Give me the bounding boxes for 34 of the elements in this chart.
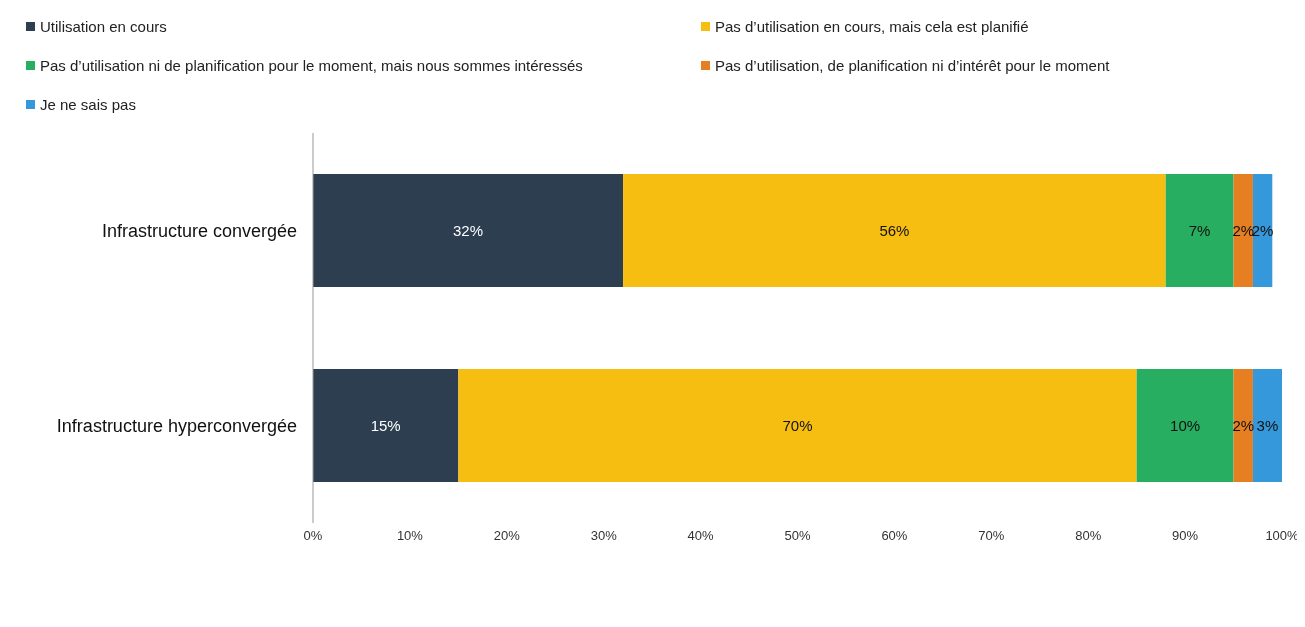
- data-label: 3%: [1256, 416, 1279, 434]
- y-tick-label: Infrastructure convergée: [101, 220, 297, 241]
- x-tick-label: 0%: [303, 528, 323, 544]
- data-label: 56%: [879, 221, 910, 239]
- data-label: 10%: [1170, 416, 1201, 434]
- legend-label: Pas d’utilisation, de planification ni d’intérêt pour le moment: [715, 57, 1110, 74]
- data-label: 15%: [370, 416, 401, 434]
- y-tick-label: Infrastructure hyperconvergée: [56, 415, 297, 436]
- x-tick-label: 40%: [687, 528, 715, 544]
- x-tick-label: 70%: [978, 528, 1005, 544]
- x-tick-label: 60%: [881, 528, 908, 544]
- bar: [623, 173, 1166, 287]
- x-tick-label: 90%: [1172, 528, 1199, 544]
- bar: [458, 368, 1137, 482]
- x-tick-label: 10%: [396, 528, 424, 544]
- bar: [1165, 173, 1234, 287]
- x-tick-label: 20%: [493, 528, 521, 544]
- legend-label: Pas d’utilisation en cours, mais cela est planifié: [715, 18, 1029, 35]
- data-label: 32%: [453, 221, 484, 239]
- data-label: 70%: [782, 416, 813, 434]
- x-tick-label: 30%: [590, 528, 618, 544]
- bar: [1252, 173, 1273, 287]
- legend-label: Utilisation en cours: [40, 18, 167, 35]
- data-label: 7%: [1188, 221, 1211, 239]
- bar: [1252, 368, 1282, 482]
- legend-label: Je ne sais pas: [40, 96, 136, 113]
- bar: [1233, 173, 1253, 287]
- bar: [313, 368, 459, 482]
- x-tick-label: 50%: [784, 528, 811, 544]
- legend-label: Pas d’utilisation ni de planification pour le moment, mais nous sommes intéressés: [40, 57, 583, 74]
- x-tick-label: 80%: [1075, 528, 1102, 544]
- bar: [313, 173, 624, 287]
- bar: [1233, 368, 1253, 482]
- bar: [1136, 368, 1234, 482]
